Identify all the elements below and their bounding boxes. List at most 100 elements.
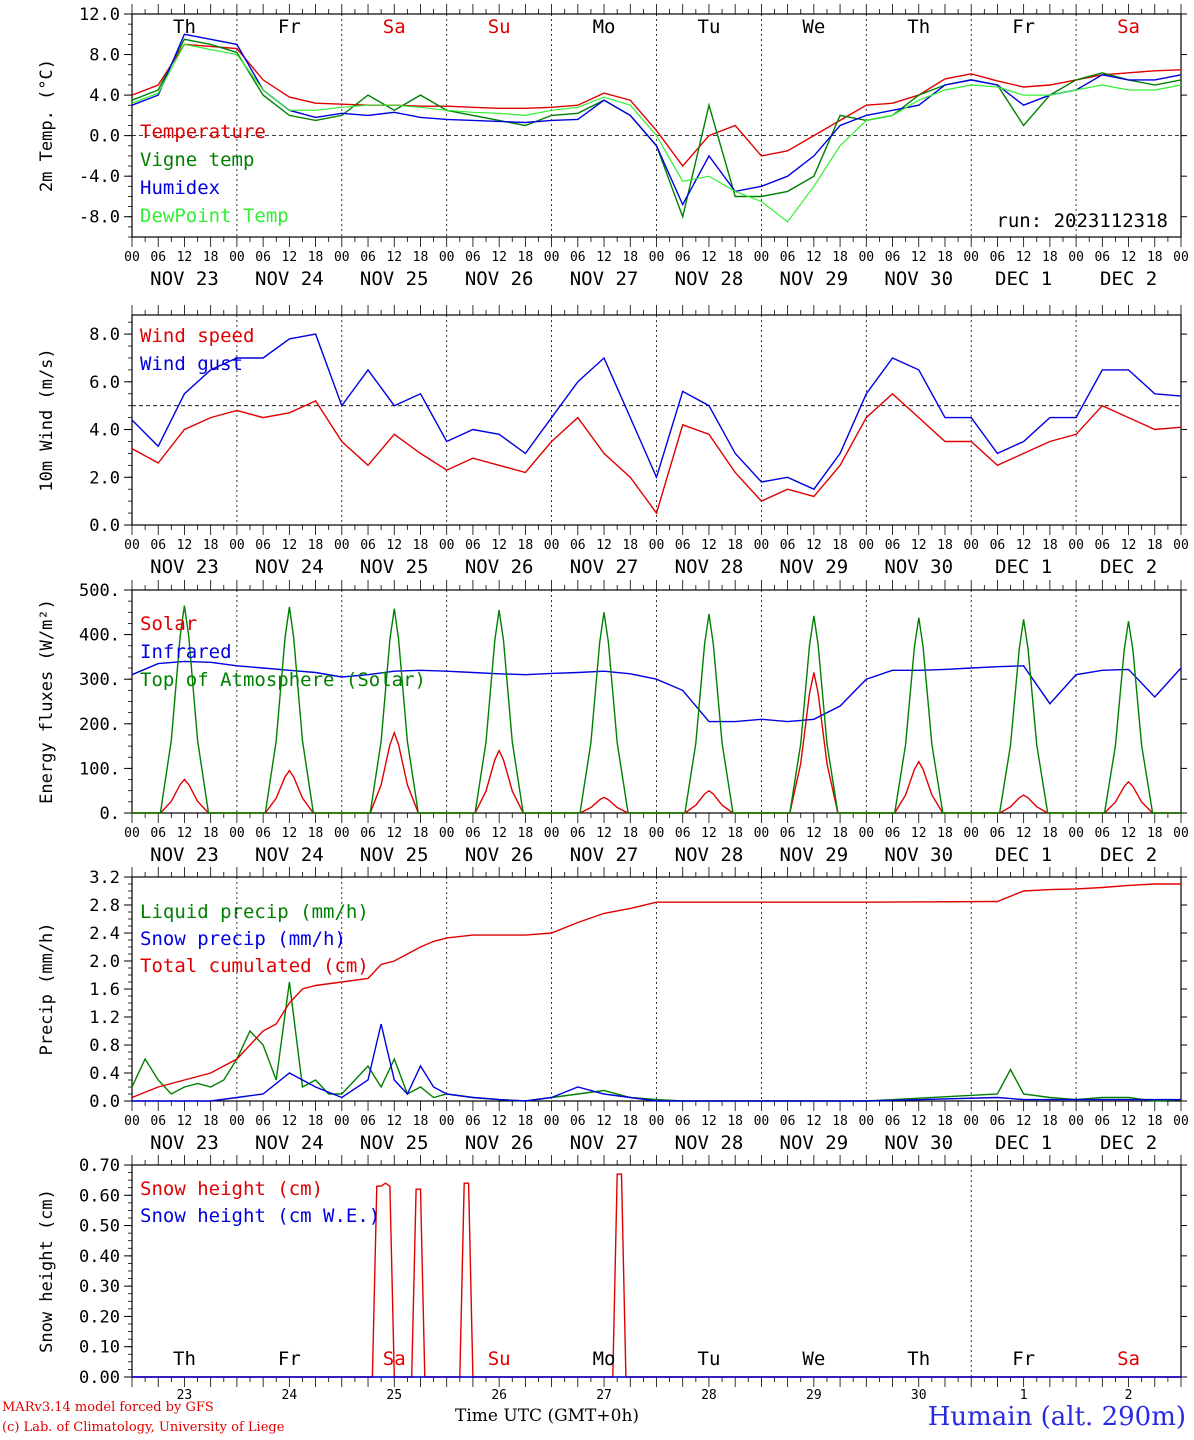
x-hour-label: 00 — [963, 826, 979, 841]
panel-4 — [124, 867, 1187, 1111]
x-hour-label: 12 — [1121, 826, 1137, 841]
x-hour-label: 06 — [675, 250, 691, 265]
weekday-label: Mo — [593, 1348, 616, 1370]
x-hour-label: 06 — [1094, 826, 1110, 841]
y-tick-label: 2.8 — [89, 896, 120, 916]
series-line-dewpoint-temp — [131, 43, 1182, 223]
x-hour-label: 18 — [727, 538, 743, 553]
x-date-label: NOV 30 — [884, 844, 953, 866]
x-hour-label: 06 — [990, 538, 1006, 553]
y-tick-label: 8.0 — [89, 46, 120, 66]
weekday-label: Tu — [698, 16, 721, 38]
x-date-label: DEC 2 — [1100, 268, 1157, 290]
x-date-label: NOV 27 — [570, 1132, 639, 1154]
x-hour-label: 12 — [806, 538, 822, 553]
x-hour-label: 00 — [649, 250, 665, 265]
x-date-label: NOV 27 — [570, 268, 639, 290]
weekday-label: Sa — [383, 1348, 406, 1370]
y-tick-label: 0.50 — [79, 1217, 120, 1237]
legend-entry: Wind gust — [140, 353, 243, 375]
x-hour-label: 00 — [858, 826, 874, 841]
series-line-liquid-precip-mm-h- — [131, 981, 1182, 1102]
x-hour-label: 06 — [780, 1114, 796, 1129]
y-tick-label: 400. — [79, 626, 120, 646]
legend-entry: Top of Atmosphere (Solar) — [140, 669, 426, 691]
x-hour-label: 12 — [491, 250, 507, 265]
x-hour-label: 06 — [465, 250, 481, 265]
x-hour-label: 18 — [203, 538, 219, 553]
x-hour-label: 00 — [754, 1114, 770, 1129]
x-hour-label: 12 — [596, 1114, 612, 1129]
x-date-label: NOV 26 — [465, 556, 534, 578]
y-tick-label: 300. — [79, 670, 120, 690]
y-tick-label: 0.0 — [89, 127, 120, 147]
x-hour-label: 18 — [727, 826, 743, 841]
y-tick-label: 0.30 — [79, 1277, 120, 1297]
x-hour-label: 18 — [1042, 250, 1058, 265]
x-hour-label: 18 — [413, 826, 429, 841]
x-hour-label: 00 — [439, 250, 455, 265]
x-hour-label: 18 — [1042, 826, 1058, 841]
x-hour-label: 06 — [990, 250, 1006, 265]
x-hour-label: 00 — [1173, 250, 1189, 265]
y-tick-label: 6.0 — [89, 373, 120, 393]
y-tick-label: 200. — [79, 715, 120, 735]
x-hour-label: 18 — [518, 250, 534, 265]
x-hour-label: 06 — [255, 538, 271, 553]
series-line-total-cumulated-cm- — [131, 883, 1181, 1099]
x-hour-label: 12 — [282, 826, 298, 841]
x-hour-label: 00 — [1068, 538, 1084, 553]
x-hour-label: 18 — [622, 538, 638, 553]
credit-line-2: (c) Lab. of Climatology, University of L… — [2, 1420, 285, 1435]
x-hour-label: 00 — [229, 538, 245, 553]
x-hour-label: 06 — [255, 826, 271, 841]
x-hour-label: 06 — [465, 1114, 481, 1129]
x-hour-label: 18 — [308, 250, 324, 265]
y-tick-label: 0.0 — [89, 516, 120, 536]
y-tick-label: 1.2 — [89, 1008, 120, 1028]
legend-entry: Snow precip (mm/h) — [140, 928, 346, 950]
series-line-snow-height-cm- — [132, 1173, 1181, 1378]
weekday-label: Su — [488, 1348, 511, 1370]
x-date-label: DEC 2 — [1100, 1132, 1157, 1154]
x-hour-label: 18 — [203, 826, 219, 841]
x-hour-label: 00 — [124, 826, 140, 841]
x-hour-label: 06 — [360, 826, 376, 841]
x-hour-label: 12 — [177, 250, 193, 265]
y-axis-label: 2m Temp. (°C) — [37, 59, 57, 192]
x-day-number: 29 — [806, 1388, 822, 1403]
x-hour-label: 12 — [386, 1114, 402, 1129]
x-date-label: NOV 25 — [360, 268, 429, 290]
y-tick-label: 0.60 — [79, 1186, 120, 1206]
panel-2 — [124, 305, 1187, 535]
x-date-label: NOV 29 — [780, 268, 849, 290]
x-hour-label: 18 — [413, 538, 429, 553]
x-hour-label: 06 — [150, 538, 166, 553]
x-hour-label: 18 — [622, 250, 638, 265]
x-hour-label: 18 — [1147, 1114, 1163, 1129]
x-hour-label: 00 — [754, 826, 770, 841]
weekday-label: Mo — [593, 16, 616, 38]
x-hour-label: 00 — [649, 538, 665, 553]
x-date-label: DEC 1 — [995, 556, 1052, 578]
x-hour-label: 12 — [177, 826, 193, 841]
x-day-number: 25 — [386, 1388, 402, 1403]
x-hour-label: 18 — [937, 1114, 953, 1129]
x-hour-label: 06 — [675, 538, 691, 553]
x-hour-label: 06 — [360, 250, 376, 265]
weekday-label: Fr — [278, 1348, 301, 1370]
weekday-label: Th — [173, 16, 196, 38]
x-date-label: NOV 29 — [780, 556, 849, 578]
x-date-label: NOV 26 — [465, 268, 534, 290]
panel-5 — [124, 1155, 1187, 1387]
x-date-label: NOV 24 — [255, 268, 324, 290]
y-tick-label: 0. — [100, 804, 120, 824]
legend-entry: DewPoint Temp — [140, 205, 289, 227]
legend-entry: Snow height (cm) — [140, 1178, 323, 1200]
x-day-number: 1 — [1020, 1388, 1028, 1403]
x-hour-label: 18 — [1147, 538, 1163, 553]
x-date-label: DEC 1 — [995, 268, 1052, 290]
y-tick-label: 100. — [79, 759, 120, 779]
x-hour-label: 12 — [806, 1114, 822, 1129]
x-hour-label: 06 — [360, 538, 376, 553]
